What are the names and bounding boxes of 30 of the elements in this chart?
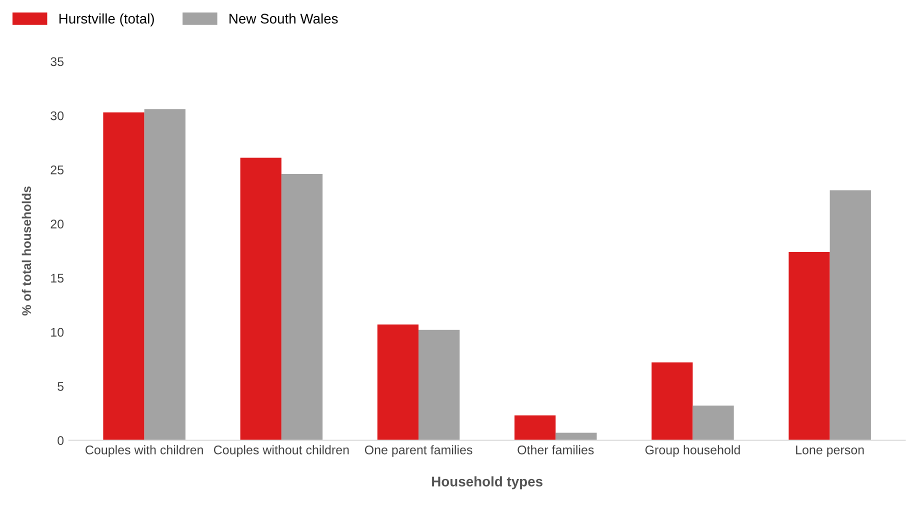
- bar: [103, 112, 144, 440]
- bar: [514, 415, 556, 440]
- y-tick-label: 30: [50, 111, 64, 120]
- legend-label: Hurstville (total): [59, 13, 154, 26]
- x-axis-title: Household types: [432, 476, 542, 490]
- x-tick-label: Couples without children: [214, 445, 349, 457]
- bar: [830, 190, 871, 440]
- y-tick-label: 15: [51, 274, 64, 283]
- bar: [240, 158, 282, 440]
- bar: [692, 406, 734, 440]
- x-tick-label: Lone person: [796, 446, 864, 457]
- y-tick-label: 0: [58, 436, 64, 445]
- bar: [144, 109, 186, 440]
- bar: [556, 432, 597, 440]
- y-axis-title: % of total households: [22, 186, 32, 316]
- bar: [652, 362, 693, 440]
- x-tick-label: Couples with children: [86, 445, 203, 457]
- legend-label: New South Wales: [230, 13, 338, 24]
- y-tick-label: 25: [50, 165, 64, 174]
- y-tick-label: 5: [58, 382, 64, 391]
- x-tick-label: One parent families: [364, 445, 472, 457]
- y-tick-label: 20: [50, 220, 64, 228]
- bar: [418, 330, 460, 440]
- y-tick-label: 35: [50, 57, 64, 66]
- y-tick-label: 10: [51, 328, 64, 337]
- bar: [788, 252, 830, 440]
- x-tick-label: Other families: [518, 445, 594, 454]
- bar: [281, 174, 323, 440]
- bar: [377, 324, 419, 440]
- x-tick-label: Group household: [645, 445, 740, 457]
